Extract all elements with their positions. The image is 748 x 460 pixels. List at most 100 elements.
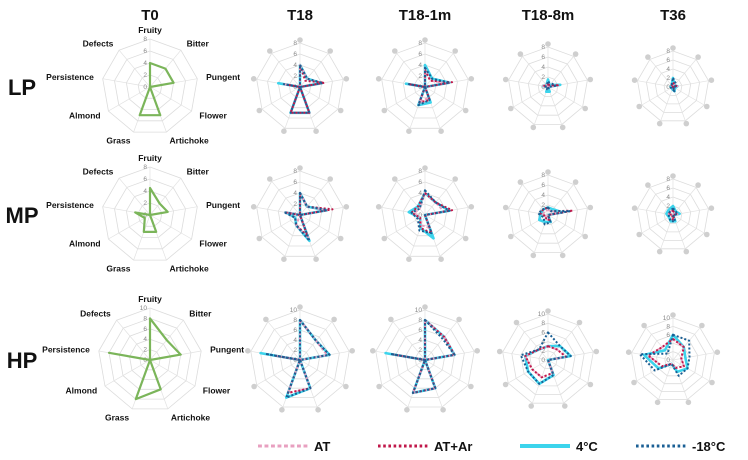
axis-marker-persistence bbox=[370, 348, 376, 354]
series-18-c bbox=[667, 207, 679, 223]
axis-marker-pungent bbox=[468, 204, 475, 210]
axis-marker-bitter bbox=[695, 182, 701, 188]
tick-label-10: 10 bbox=[663, 315, 671, 322]
tick-label-2: 2 bbox=[541, 348, 545, 355]
axis-label-grass: Grass bbox=[106, 136, 130, 146]
grid-ring-8 bbox=[260, 319, 340, 399]
spoke-grass bbox=[533, 86, 549, 125]
tick-label-0: 0 bbox=[541, 357, 545, 364]
spoke-persistence bbox=[631, 352, 674, 361]
axis-marker-flower bbox=[337, 235, 344, 242]
axis-marker-fruity bbox=[545, 41, 551, 47]
series-at-ar bbox=[524, 345, 568, 379]
axis-marker-pungent bbox=[708, 205, 715, 211]
column-title-t18-8m: T18-8m bbox=[522, 7, 575, 24]
spoke-bitter bbox=[299, 181, 329, 216]
tick-label-2: 2 bbox=[143, 72, 147, 79]
series-at bbox=[542, 81, 559, 88]
axis-label-artichoke: Artichoke bbox=[171, 412, 210, 422]
axis-label-pungent: Pungent bbox=[210, 344, 244, 354]
spoke-defects bbox=[116, 319, 151, 361]
axis-marker-flower bbox=[582, 105, 588, 112]
tick-label-2: 2 bbox=[666, 203, 670, 210]
spoke-flower bbox=[149, 359, 196, 387]
tick-label-6: 6 bbox=[293, 51, 297, 58]
series-at-ar bbox=[285, 64, 326, 114]
axis-marker-defects bbox=[513, 319, 520, 326]
series-18-c bbox=[669, 77, 677, 93]
series-18-c bbox=[407, 66, 451, 107]
axis-marker-pungent bbox=[468, 76, 475, 82]
grid-ring-8 bbox=[639, 325, 707, 393]
axis-marker-persistence bbox=[502, 204, 509, 211]
grid-ring-6 bbox=[270, 329, 330, 389]
column-title-t18-1m: T18-1m bbox=[399, 7, 452, 24]
axis-marker-grass bbox=[530, 252, 537, 259]
spoke-flower bbox=[547, 86, 583, 108]
spoke-flower bbox=[299, 359, 344, 386]
tick-label-4: 4 bbox=[293, 62, 297, 69]
axis-marker-persistence bbox=[375, 76, 382, 82]
tick-label-0: 0 bbox=[418, 212, 422, 219]
spoke-almond bbox=[513, 214, 549, 236]
tick-label-6: 6 bbox=[666, 332, 670, 339]
axis-marker-fruity bbox=[297, 304, 303, 310]
tick-label-4: 4 bbox=[541, 339, 545, 346]
spoke-bitter bbox=[672, 59, 697, 88]
legend-label-4-c: 4°C bbox=[576, 439, 598, 454]
series-18-c bbox=[282, 192, 329, 242]
axis-marker-pungent bbox=[714, 349, 721, 356]
axis-marker-fruity bbox=[670, 45, 676, 51]
radar-panel-hp-t18-8m: 0 2 4 6 8 10 bbox=[496, 308, 600, 409]
axis-marker-grass bbox=[528, 403, 534, 409]
radar-panel-lp-t18-8m: 0 2 4 6 8 bbox=[502, 41, 594, 131]
grid-ring-8 bbox=[108, 317, 192, 400]
grid-ring-2 bbox=[414, 349, 436, 370]
axis-label-almond: Almond bbox=[69, 239, 101, 249]
axis-marker-grass bbox=[281, 256, 287, 263]
series-18-c bbox=[264, 319, 331, 399]
axis-marker-persistence bbox=[625, 349, 632, 356]
axis-marker-bitter bbox=[452, 48, 459, 54]
spoke-defects bbox=[518, 324, 549, 361]
tick-label-0: 0 bbox=[666, 357, 670, 364]
spoke-almond bbox=[104, 359, 151, 387]
grid-ring-6 bbox=[392, 53, 458, 119]
axis-marker-bitter bbox=[452, 176, 459, 182]
axis-marker-bitter bbox=[327, 176, 334, 182]
series-at bbox=[413, 192, 445, 229]
grid-ring-4 bbox=[402, 64, 448, 109]
grid-ring-6 bbox=[645, 59, 701, 113]
axis-marker-grass bbox=[406, 128, 412, 134]
grid-ring-8 bbox=[256, 170, 344, 257]
axis-marker-flower bbox=[337, 107, 344, 114]
axis-marker-artichoke bbox=[313, 128, 319, 134]
grid-ring-10 bbox=[250, 309, 350, 408]
grid-ring-2 bbox=[663, 77, 683, 96]
tick-label-2: 2 bbox=[666, 75, 670, 82]
axis-label-flower: Flower bbox=[199, 239, 227, 249]
legend-label-18-c: -18°C bbox=[692, 439, 726, 454]
tick-label-0: 0 bbox=[666, 84, 670, 91]
spoke-bitter bbox=[547, 324, 578, 361]
grid-ring-6 bbox=[520, 331, 576, 387]
axis-marker-artichoke bbox=[315, 407, 321, 413]
grid-ring-4 bbox=[404, 339, 446, 380]
grid-ring-2 bbox=[289, 349, 311, 370]
axis-marker-defects bbox=[392, 176, 398, 182]
spoke-grass bbox=[284, 214, 301, 257]
axis-marker-almond bbox=[256, 107, 263, 114]
spoke-flower bbox=[672, 86, 705, 106]
axis-marker-grass bbox=[281, 128, 287, 134]
grid-ring-6 bbox=[518, 184, 578, 244]
tick-label-6: 6 bbox=[143, 48, 147, 55]
grid-ring-4 bbox=[402, 192, 448, 237]
grid-ring-4 bbox=[277, 192, 323, 237]
axis-marker-grass bbox=[530, 124, 537, 131]
axis-marker-pungent bbox=[474, 348, 481, 354]
spoke-defects bbox=[645, 327, 674, 361]
axis-marker-almond bbox=[381, 107, 388, 114]
tick-label-4: 4 bbox=[418, 190, 422, 197]
tick-label-10: 10 bbox=[415, 307, 423, 314]
